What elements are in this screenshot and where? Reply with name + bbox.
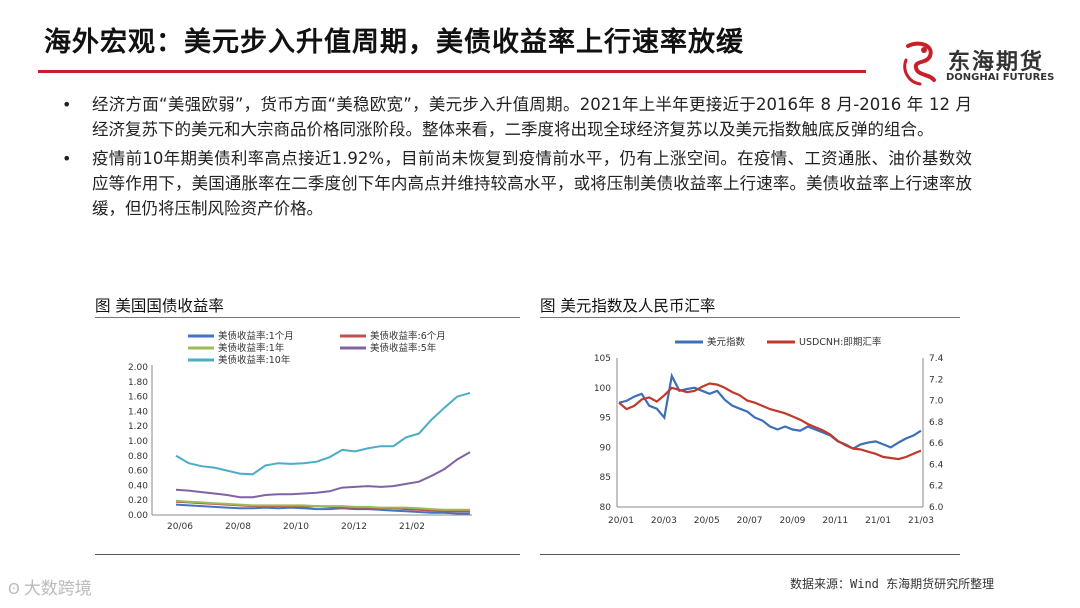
y-tick-label: 0.20 <box>128 496 148 506</box>
y-right-tick-label: 7.2 <box>929 375 943 385</box>
x-tick-label: 20/12 <box>341 522 367 532</box>
y-right-tick-label: 7.4 <box>929 354 944 364</box>
y-right-tick-label: 6.2 <box>929 482 943 492</box>
legend-label: 美债收益率:1年 <box>218 342 285 354</box>
watermark: ʘ 大数跨境 <box>8 574 92 599</box>
series-line <box>618 382 922 461</box>
legend-label: 美债收益率:10年 <box>218 354 291 366</box>
figure-title-usd: 图 美元指数及人民币汇率 <box>540 297 716 315</box>
x-tick-label: 20/05 <box>694 516 720 526</box>
x-tick-label: 21/03 <box>908 516 934 526</box>
y-right-tick-label: 7.0 <box>929 397 944 407</box>
bullet-list: • 经济方面“美强欧弱”，货币方面“美稳欧宽”，美元步入升值周期。2021年上半… <box>62 92 972 225</box>
legend-label: 美元指数 <box>707 336 746 348</box>
y-right-tick-label: 6.0 <box>929 503 944 513</box>
y-tick-label: 1.60 <box>128 393 148 403</box>
logo-english-text: DONGHAI FUTURES <box>946 72 1055 83</box>
y-tick-label: 0.60 <box>128 467 148 477</box>
x-tick-label: 20/03 <box>651 516 677 526</box>
logo-mark-icon <box>903 41 936 86</box>
legend-label: 美债收益率:6个月 <box>370 330 446 342</box>
watermark-icon: ʘ <box>8 580 20 598</box>
x-tick-label: 20/06 <box>167 522 193 532</box>
y-left-tick-label: 85 <box>600 473 611 483</box>
series-line <box>175 391 471 476</box>
legend-label: 美债收益率:5年 <box>370 342 437 354</box>
data-source: 数据来源：Wind 东海期货研究所整理 <box>790 577 995 591</box>
y-tick-label: 1.40 <box>128 407 148 417</box>
legend-label: USDCNH:即期汇率 <box>799 336 882 348</box>
y-tick-label: 0.80 <box>128 452 148 462</box>
bullet-text: 经济方面“美强欧弱”，货币方面“美稳欧宽”，美元步入升值周期。2021年上半年更… <box>92 95 972 139</box>
bullet-dot: • <box>62 149 72 168</box>
slide-title: 海外宏观：美元步入升值周期，美债收益率上行速率放缓 <box>44 27 744 58</box>
y-left-tick-label: 90 <box>600 443 612 453</box>
x-tick-label: 20/08 <box>225 522 251 532</box>
x-tick-label: 20/01 <box>608 516 634 526</box>
figure-rule-treasury <box>95 317 520 318</box>
bullet-dot: • <box>62 95 72 114</box>
series-line <box>618 372 922 450</box>
x-tick-label: 20/10 <box>283 522 309 532</box>
figure-bottom-rule-usd <box>540 554 960 555</box>
y-tick-label: 1.20 <box>128 422 148 432</box>
y-left-tick-label: 100 <box>594 384 611 394</box>
x-tick-label: 21/02 <box>399 522 425 532</box>
bullet-item: • 经济方面“美强欧弱”，货币方面“美稳欧宽”，美元步入升值周期。2021年上半… <box>62 92 972 142</box>
logo-chinese-text: 东海期货 <box>948 50 1045 75</box>
figure-rule-usd <box>540 317 960 318</box>
series-line <box>175 499 470 511</box>
y-left-tick-label: 105 <box>594 354 611 364</box>
y-left-tick-label: 80 <box>600 503 612 513</box>
y-right-tick-label: 6.6 <box>929 439 944 449</box>
bullet-item: • 疫情前10年期美债利率高点接近1.92%，目前尚未恢复到疫情前水平，仍有上涨… <box>62 146 972 221</box>
y-tick-label: 0.40 <box>128 481 148 491</box>
series-line <box>175 503 470 515</box>
y-tick-label: 2.00 <box>128 363 148 373</box>
bullet-text: 疫情前10年期美债利率高点接近1.92%，目前尚未恢复到疫情前水平，仍有上涨空间… <box>92 149 972 218</box>
legend-label: 美债收益率:1个月 <box>218 330 294 342</box>
figure-title-treasury: 图 美国国债收益率 <box>95 297 224 315</box>
series-line <box>175 451 471 499</box>
company-logo: 东海期货 DONGHAI FUTURES <box>900 40 1060 88</box>
watermark-text: 大数跨境 <box>23 579 92 599</box>
y-tick-label: 0.00 <box>128 511 148 521</box>
x-tick-label: 20/11 <box>822 516 848 526</box>
usd-index-chart: 美元指数 USDCNH:即期汇率 80 85 90 95 100 105 6.0 6.2 6.4 6.… <box>594 336 944 526</box>
figure-bottom-rule-treasury <box>95 554 520 555</box>
y-right-tick-label: 6.8 <box>929 418 944 428</box>
x-tick-label: 20/07 <box>737 516 763 526</box>
x-tick-label: 21/01 <box>865 516 891 526</box>
y-right-tick-label: 6.4 <box>929 460 944 470</box>
y-tick-label: 1.00 <box>128 437 148 447</box>
title-underline <box>38 70 866 73</box>
y-left-tick-label: 95 <box>600 414 611 424</box>
x-tick-label: 20/09 <box>779 516 805 526</box>
y-tick-label: 1.80 <box>128 378 148 388</box>
